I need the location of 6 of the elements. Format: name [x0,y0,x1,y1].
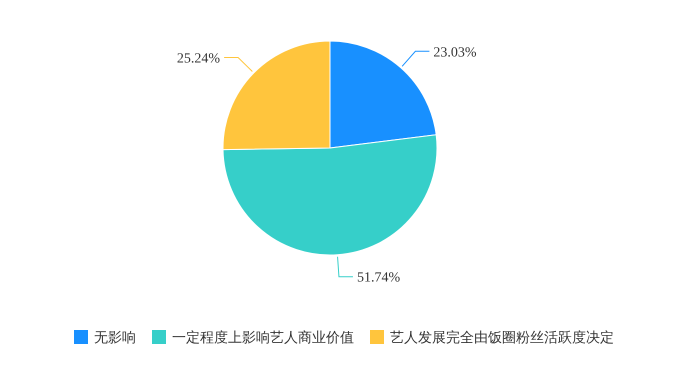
legend-label: 一定程度上影响艺人商业价值 [172,330,354,346]
legend-label: 艺人发展完全由饭圈粉丝活跃度决定 [390,330,614,346]
data-label: 23.03% [433,45,477,60]
data-label: 51.74% [356,270,400,286]
legend-label: 无影响 [94,330,136,346]
data-label: 25.24% [176,51,220,66]
